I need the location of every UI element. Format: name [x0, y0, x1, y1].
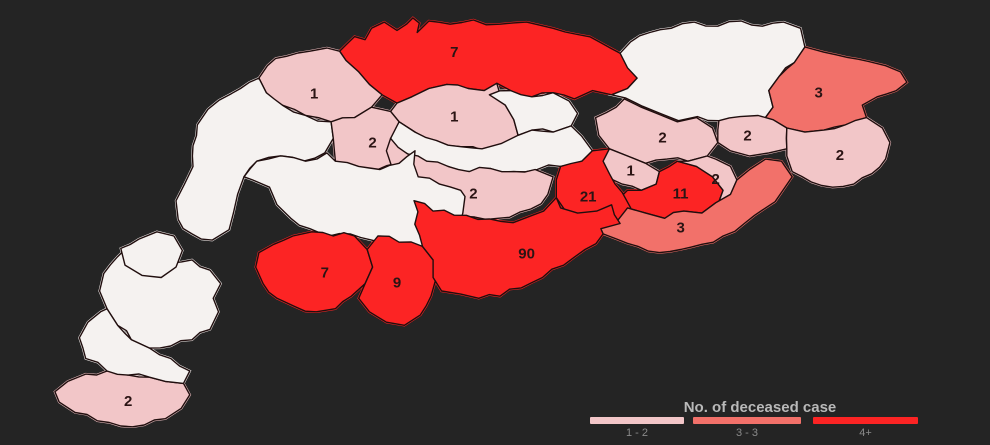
svg-text:21: 21 [580, 189, 597, 206]
svg-text:7: 7 [321, 264, 329, 281]
svg-text:2: 2 [658, 129, 666, 146]
svg-text:90: 90 [518, 246, 535, 263]
svg-text:2: 2 [124, 393, 132, 410]
svg-text:11: 11 [673, 185, 689, 202]
svg-text:1: 1 [627, 163, 635, 180]
svg-text:2: 2 [469, 185, 477, 202]
svg-text:2: 2 [743, 127, 751, 144]
svg-text:1: 1 [450, 109, 458, 126]
svg-text:2: 2 [836, 147, 844, 164]
svg-text:7: 7 [450, 44, 458, 61]
svg-text:2: 2 [711, 171, 719, 188]
svg-text:2: 2 [368, 135, 376, 152]
svg-text:9: 9 [393, 275, 401, 292]
svg-text:3: 3 [676, 220, 684, 237]
svg-text:1: 1 [310, 86, 318, 103]
svg-text:3: 3 [815, 85, 823, 102]
